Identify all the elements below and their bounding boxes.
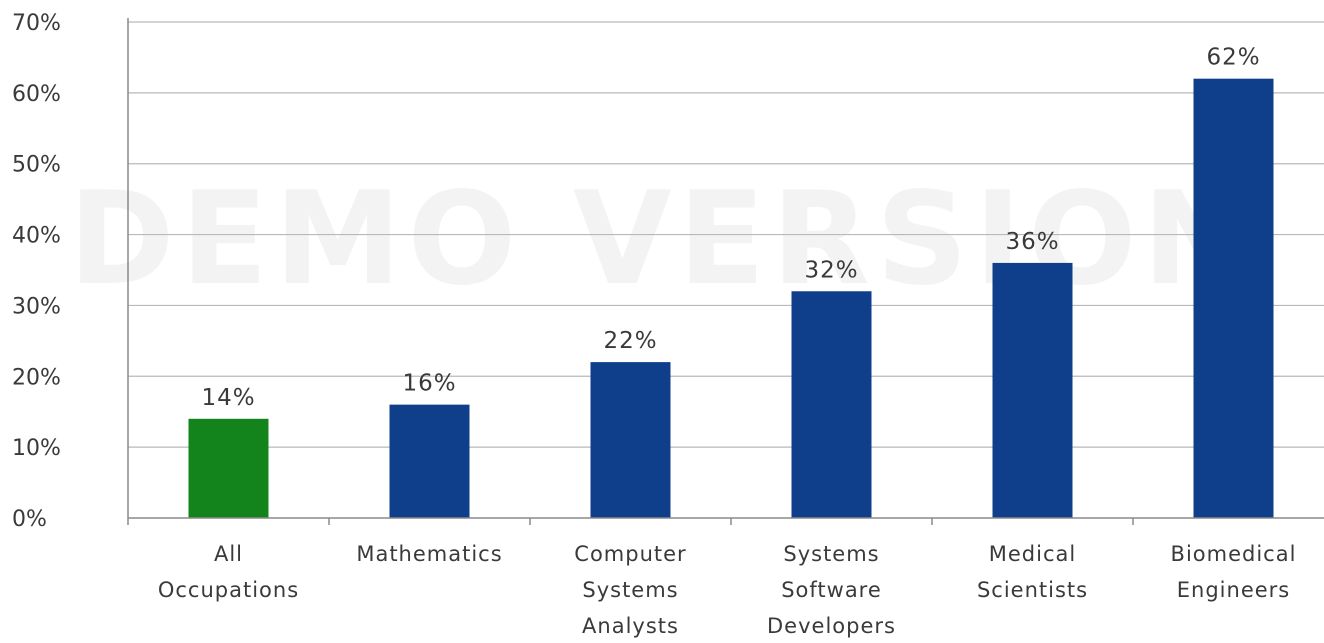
data-label: 14% [201, 385, 255, 411]
y-tick-label: 60% [12, 82, 61, 107]
category-label: Software [781, 578, 882, 602]
y-tick-label: 70% [12, 11, 61, 36]
category-label: Biomedical [1171, 542, 1297, 566]
bars: 14% 16% 22% 32% 36% 62% [188, 45, 1274, 518]
bar [188, 418, 269, 518]
data-label: 36% [1005, 229, 1059, 255]
y-tick-label: 40% [12, 224, 61, 249]
data-label: 32% [804, 257, 858, 283]
data-label: 22% [603, 328, 657, 354]
y-tick-label: 50% [12, 153, 61, 178]
category-label: Scientists [977, 578, 1088, 602]
category-label: Medical [989, 542, 1076, 566]
x-axis: All Occupations Mathematics Computer Systems… [127, 517, 1324, 638]
category-label: Engineers [1177, 578, 1290, 602]
y-tick-label: 0% [12, 507, 47, 532]
data-label: 16% [402, 371, 456, 397]
bar [791, 291, 872, 518]
gridlines [128, 21, 1324, 448]
category-label: Analysts [582, 614, 679, 638]
category-label: All [214, 542, 243, 566]
category-label: Systems [783, 542, 879, 566]
data-label: 62% [1206, 45, 1260, 71]
category-label: Computer [574, 542, 686, 566]
y-tick-label: 20% [12, 365, 61, 390]
y-tick-label: 30% [12, 294, 61, 319]
demo-watermark: DEMO VERSION [68, 165, 1255, 314]
category-label: Occupations [158, 578, 299, 602]
bar [389, 404, 470, 518]
bar [992, 262, 1073, 518]
bar [590, 362, 671, 518]
category-label: Developers [767, 614, 896, 638]
bar [1193, 78, 1274, 518]
y-axis: 0% 10% 20% 30% 40% 50% 60% 70% [12, 11, 129, 532]
category-label: Systems [582, 578, 678, 602]
y-tick-label: 10% [12, 436, 61, 461]
category-label: Mathematics [356, 542, 502, 566]
